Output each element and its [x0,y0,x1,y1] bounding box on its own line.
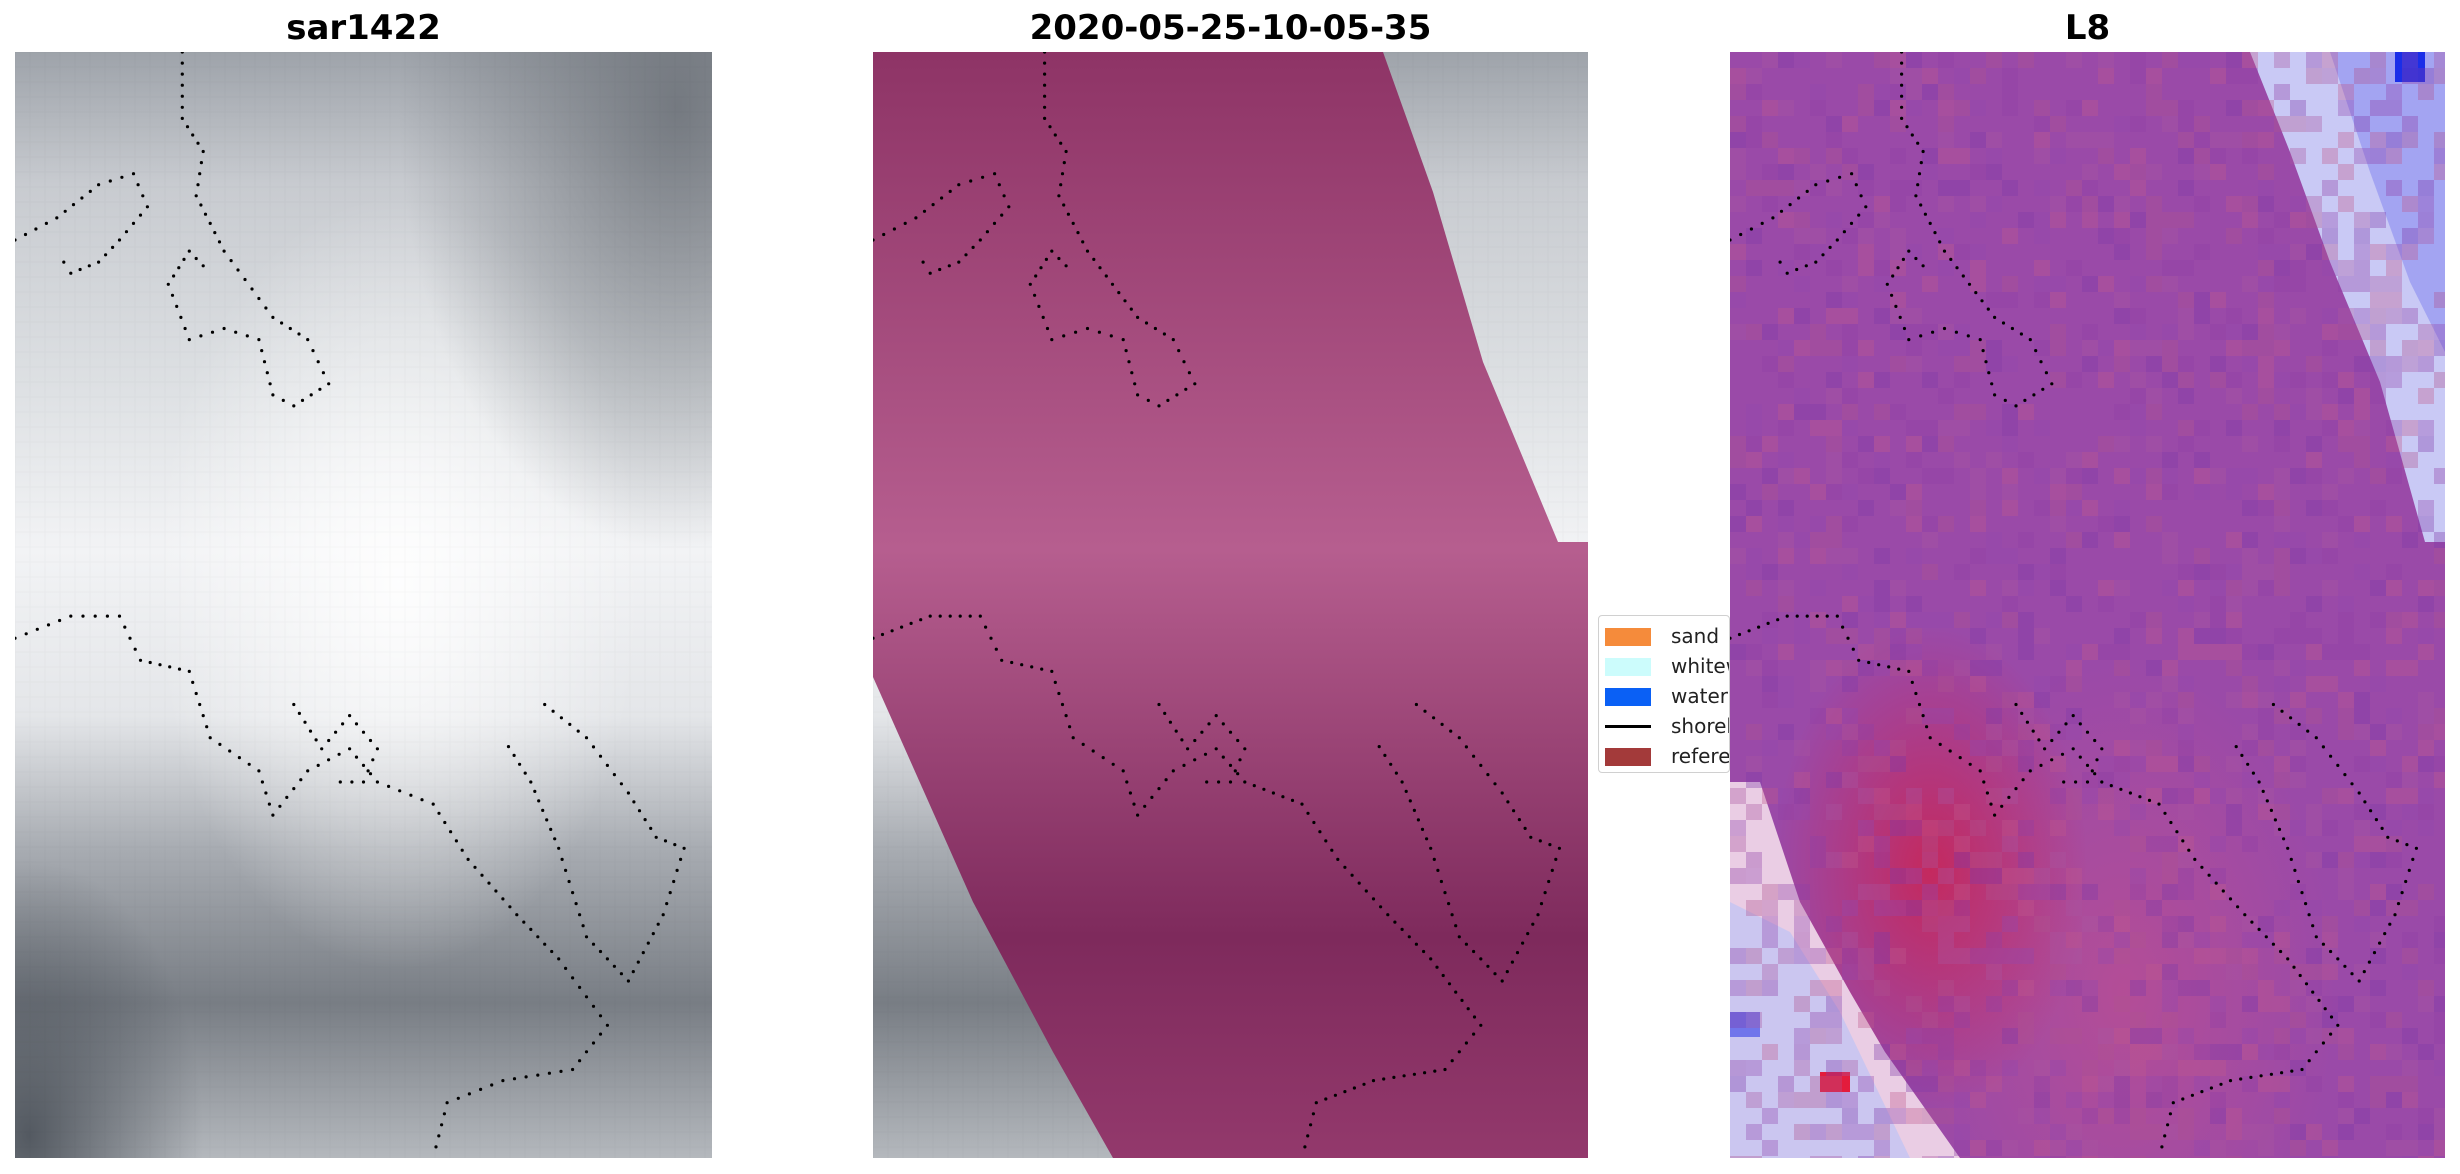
shoreline-swatch [1605,725,1651,728]
panel-title-date: 2020-05-25-10-05-35 [1029,8,1432,48]
overlay-image-panel [873,52,1588,1158]
legend-label: shoreli [1671,714,1729,738]
legend-label: referen [1671,744,1730,768]
legend-label: sand [1671,624,1720,648]
sand-swatch [1605,628,1651,646]
l8-image-panel [1730,52,2445,1158]
shoreline-dots [15,52,686,1149]
water-swatch [1605,688,1651,706]
reference-swatch [1605,748,1651,766]
legend-item-shoreline: shoreli [1605,712,1729,738]
shoreline-dots [873,52,1561,1149]
overlay-image [873,52,1588,1158]
l8-image [1730,52,2445,1158]
classification-overlay [873,52,1588,1158]
legend-item-reference: referen [1605,742,1730,768]
panel-title-l8: L8 [2064,8,2111,48]
whitewater-swatch [1605,658,1651,676]
sar-image-panel [15,52,712,1158]
legend-item-water: water [1605,682,1729,708]
panel-title-sar: sar1422 [286,8,441,48]
legend-item-sand: sand [1605,622,1729,648]
shoreline-dots [1730,52,2418,1149]
legend-label: water [1671,684,1728,708]
sar-image [15,52,712,1158]
